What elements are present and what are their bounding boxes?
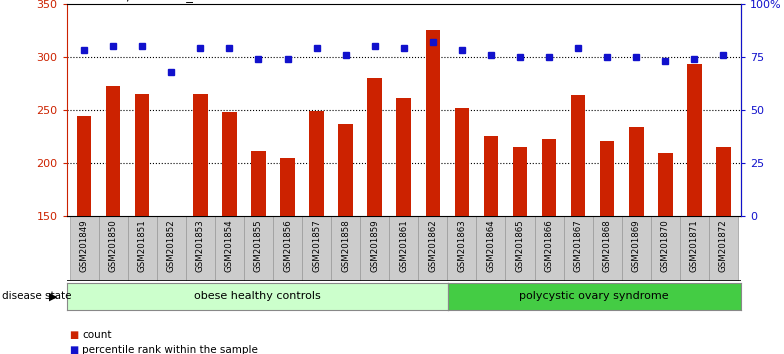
Bar — [506, 216, 535, 281]
Bar — [535, 216, 564, 281]
Bar — [339, 124, 353, 216]
Bar — [368, 78, 382, 216]
Bar — [273, 216, 302, 281]
Bar — [600, 141, 615, 216]
Bar — [564, 216, 593, 281]
Bar — [419, 216, 448, 281]
Bar — [157, 216, 186, 281]
Text: GSM201857: GSM201857 — [312, 219, 321, 272]
Text: GSM201856: GSM201856 — [283, 219, 292, 272]
Text: GSM201858: GSM201858 — [341, 219, 350, 272]
Bar — [331, 216, 360, 281]
Text: GSM201864: GSM201864 — [486, 219, 495, 272]
Text: polycystic ovary syndrome: polycystic ovary syndrome — [520, 291, 669, 302]
Bar — [455, 108, 469, 216]
Bar — [186, 216, 215, 281]
Bar — [135, 94, 150, 216]
Bar — [280, 158, 295, 216]
Bar — [651, 216, 680, 281]
Text: GSM201863: GSM201863 — [457, 219, 466, 272]
Text: GSM201867: GSM201867 — [574, 219, 583, 272]
Bar — [106, 86, 121, 216]
Text: GSM201850: GSM201850 — [109, 219, 118, 272]
Bar — [222, 112, 237, 216]
Text: GSM201872: GSM201872 — [719, 219, 728, 272]
Bar — [477, 216, 506, 281]
Bar — [622, 216, 651, 281]
Bar — [513, 147, 528, 216]
Text: GSM201859: GSM201859 — [370, 219, 379, 272]
Text: ■: ■ — [69, 330, 78, 339]
Text: GSM201865: GSM201865 — [516, 219, 524, 272]
Bar — [128, 216, 157, 281]
Bar — [302, 216, 331, 281]
Bar — [680, 216, 709, 281]
Text: count: count — [82, 330, 112, 339]
Text: GSM201855: GSM201855 — [254, 219, 263, 272]
Text: GSM201870: GSM201870 — [661, 219, 670, 272]
Bar — [448, 216, 477, 281]
Text: GSM201849: GSM201849 — [80, 219, 89, 272]
Text: ■: ■ — [69, 346, 78, 354]
Bar — [389, 216, 419, 281]
Bar — [215, 216, 244, 281]
Text: GSM201853: GSM201853 — [196, 219, 205, 272]
Text: GSM201866: GSM201866 — [545, 219, 554, 272]
Bar — [426, 30, 440, 216]
Text: GSM201851: GSM201851 — [138, 219, 147, 272]
Bar — [397, 98, 411, 216]
Text: GDS4133 / 203605_at: GDS4133 / 203605_at — [60, 0, 206, 2]
Bar — [251, 151, 266, 216]
Bar — [360, 216, 389, 281]
Bar — [244, 216, 273, 281]
Text: GSM201868: GSM201868 — [603, 219, 612, 272]
Text: GSM201869: GSM201869 — [632, 219, 641, 272]
Text: GSM201871: GSM201871 — [690, 219, 699, 272]
Text: obese healthy controls: obese healthy controls — [194, 291, 321, 302]
Bar — [571, 95, 586, 216]
Text: GSM201861: GSM201861 — [399, 219, 408, 272]
Bar — [77, 116, 92, 216]
Bar — [709, 216, 738, 281]
Text: GSM201862: GSM201862 — [428, 219, 437, 272]
Bar — [658, 153, 673, 216]
Bar — [310, 111, 324, 216]
Bar — [593, 216, 622, 281]
Text: GSM201852: GSM201852 — [167, 219, 176, 272]
Bar — [484, 136, 498, 216]
Bar — [99, 216, 128, 281]
Bar — [716, 147, 731, 216]
Bar — [193, 94, 208, 216]
Text: GSM201854: GSM201854 — [225, 219, 234, 272]
Text: percentile rank within the sample: percentile rank within the sample — [82, 346, 258, 354]
Text: disease state: disease state — [2, 291, 71, 302]
Bar — [542, 139, 557, 216]
Bar — [629, 127, 644, 216]
Text: ▶: ▶ — [49, 291, 58, 302]
Bar — [687, 64, 702, 216]
Bar — [70, 216, 99, 281]
